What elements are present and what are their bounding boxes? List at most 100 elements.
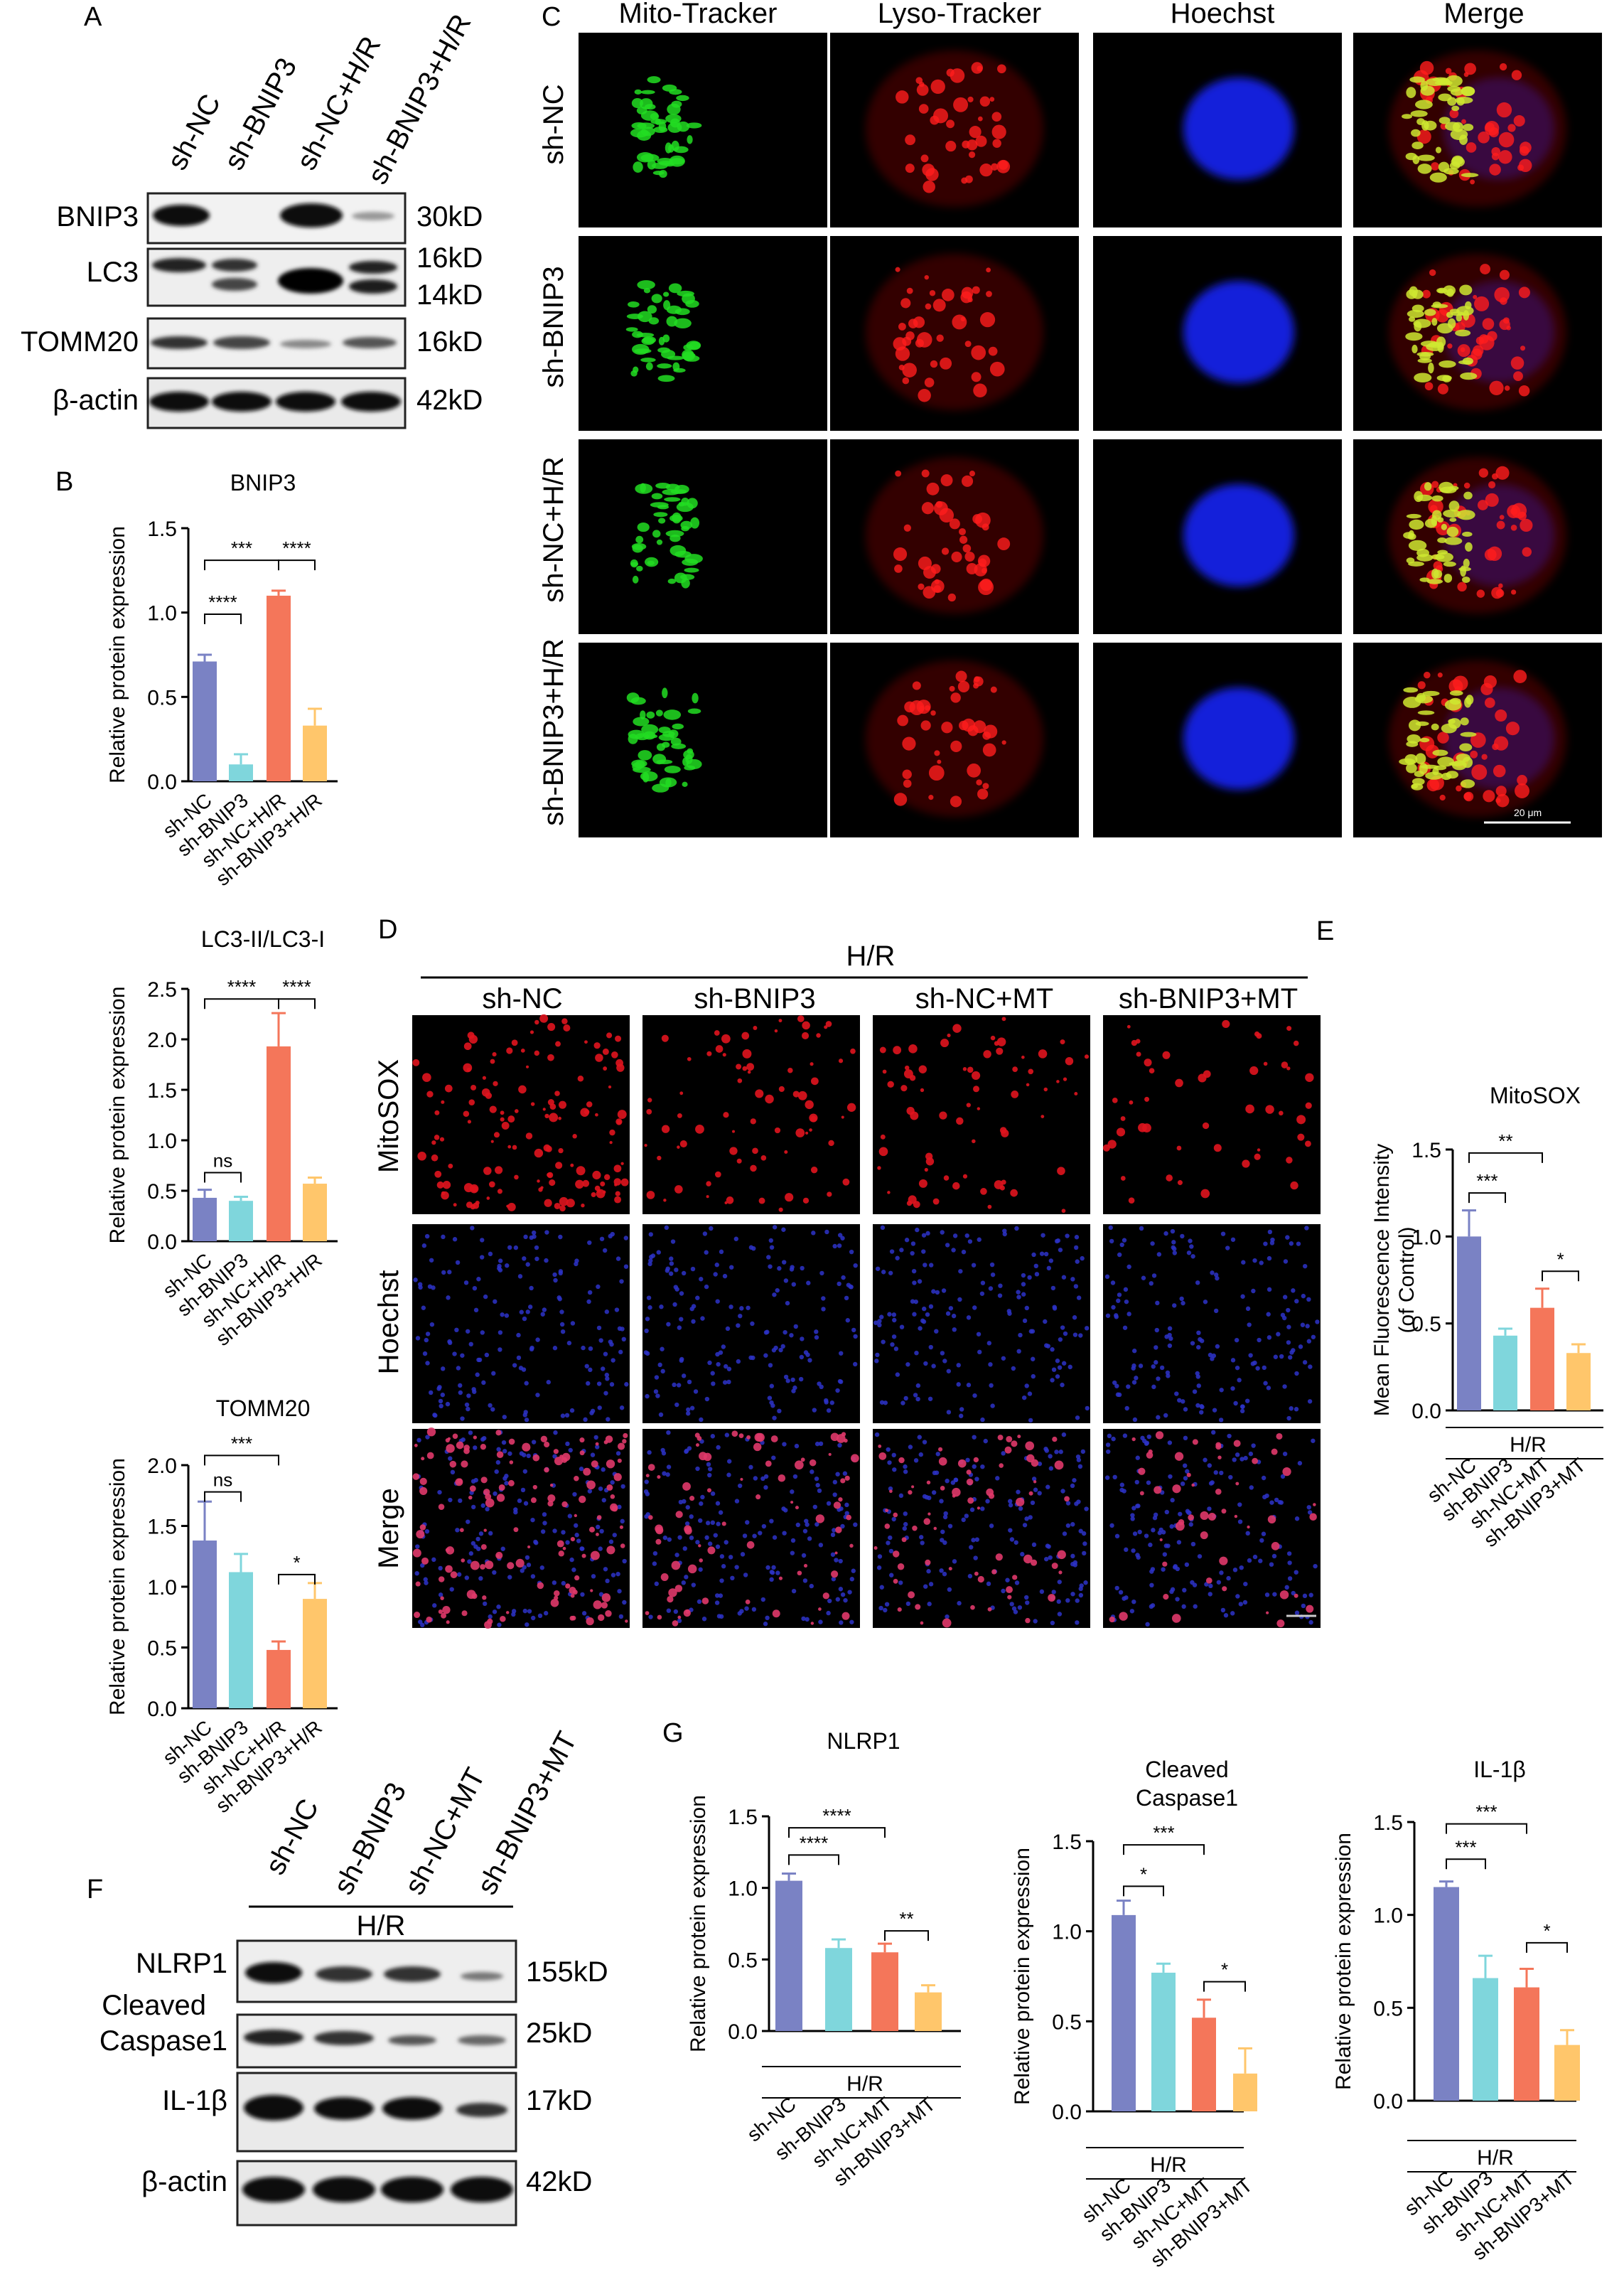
significance-bracket [204,614,242,625]
y-tick-label: 1.5 [147,1516,177,1539]
significance-bracket [204,998,279,1009]
significance-bracket [884,1930,929,1941]
significance-label: *** [1475,1801,1497,1823]
y-tick-label: 0.0 [147,1698,177,1721]
blot-a-lane-4: sh-BNIP3+H/R [362,9,478,189]
panel-c-row-2: sh-BNIP3 [538,266,569,387]
blot-f-band-nlrp1: NLRP1 [136,1948,227,1979]
bar-sh-NC+H/R [267,1046,291,1241]
y-tick-label: 1.0 [1052,1921,1082,1944]
chart-g2-title-2: Caspase1 [1136,1785,1238,1811]
y-tick-label: 0.0 [147,771,177,794]
group-label: H/R [846,2072,883,2096]
group-label: H/R [1510,1433,1547,1457]
blot-f-size-actin: 42kD [526,2166,592,2197]
confocal-image-r3-c4 [1353,439,1602,634]
significance-bracket [204,1454,279,1466]
mitosox-image-r1-c1 [412,1014,630,1214]
blot-f-band-actin: β-actin [141,2166,227,2197]
y-tick-label: 1.0 [728,1877,758,1901]
confocal-image-r1-c4 [1353,33,1602,227]
panel-d-group-label: H/R [846,941,896,972]
y-tick-label: 1.0 [147,1130,177,1153]
confocal-image-r2-c2 [830,236,1079,431]
significance-bracket [204,1491,242,1502]
group-label: H/R [1150,2153,1187,2177]
bar-sh-BNIP3+MT [1233,2073,1257,2111]
y-tick-label: 1.5 [147,1079,177,1103]
blot-a-size-lc3-16: 16kD [416,242,483,274]
y-tick-label: 0.5 [728,1949,758,1972]
confocal-image-r2-c3 [1093,236,1342,431]
significance-label: *** [1455,1836,1476,1858]
y-tick-label: 0.0 [1052,2101,1082,2124]
panel-d: D H/R sh-NC sh-BNIP3 sh-NC+MT sh-BNIP3+M… [373,915,1321,1629]
y-axis-label: Relative protein expression [1332,1833,1355,2090]
significance-bracket [204,559,279,571]
mitosox-image-r2-c3 [873,1224,1090,1423]
blot-a-size-bnip3: 30kD [416,201,483,232]
bar-sh-BNIP3+MT [1554,2045,1580,2101]
scale-bar-label: 20 μm [1514,807,1542,818]
significance-bracket [1203,1981,1246,1992]
panel-b-letter: B [55,467,73,497]
blot-f-lane-1: sh-NC [259,1794,325,1880]
blot-a-lane-labels: sh-NC sh-BNIP3 sh-NC+H/R sh-BNIP3+H/R [161,9,478,189]
chart-g1: NLRP1 0.0 0.5 1.0 1.5 Relative protein expres… [687,1728,961,2190]
panel-d-row-mitosox: MitoSOX [373,1059,404,1173]
blot-f-membranes [236,1939,517,2227]
significance-label: ns [213,1150,232,1171]
bar-sh-BNIP3 [1151,1972,1176,2111]
significance-label: * [1556,1248,1564,1270]
chart-b1-title: BNIP3 [230,470,296,495]
significance-label: *** [231,1432,252,1454]
significance-label: *** [1153,1822,1174,1843]
blot-a-lane-2: sh-BNIP3 [218,53,303,175]
significance-bracket [1123,1844,1205,1855]
y-tick-label: 1.0 [1373,1904,1403,1928]
blot-a-lane-1: sh-NC [161,89,227,175]
panel-d-col-3: sh-NC+MT [915,983,1053,1014]
significance-label: **** [822,1805,851,1826]
bar-sh-NC+H/R [267,1649,291,1708]
significance-bracket [788,1827,886,1838]
significance-label: **** [227,976,256,997]
y-tick-label: 0.5 [1052,2010,1082,2034]
blot-f-size-il1b: 17kD [526,2085,592,2116]
blot-a-band-tomm20: TOMM20 [21,326,139,358]
significance-label: **** [282,537,311,559]
panel-d-col-1: sh-NC [482,983,562,1014]
chart-g3: IL-1β 0.0 0.5 1.0 1.5 Relative protein expres… [1332,1757,1580,2264]
confocal-image-r4-c4 [1353,643,1602,837]
confocal-image-r2-c1 [579,236,827,431]
y-axis-label-2: (of Control) [1395,1226,1419,1333]
significance-label: ** [899,1908,913,1929]
bar-sh-BNIP3+H/R [303,725,327,781]
chart-b2: LC3-II/LC3-I 0.0 0.5 1.0 1.5 2.0 2.5 Relative p… [106,926,338,1350]
blot-f-group-label: H/R [357,1910,406,1941]
y-tick-label: 0.0 [147,1231,177,1254]
chart-e: MitoSOX 0.0 0.5 1.0 1.5 Mean Fluorescence Int… [1370,1083,1603,1551]
significance-label: **** [208,591,237,613]
mitosox-image-r2-c1 [412,1224,630,1423]
blot-f-band-caspase1: Caspase1 [100,2025,227,2057]
panel-c-row-1: sh-NC [538,84,569,164]
bar-sh-BNIP3+H/R [303,1599,327,1708]
significance-bracket [1526,1941,1568,1953]
significance-bracket [1542,1270,1579,1282]
bar-sh-NC+MT [1514,1987,1539,2101]
bar-sh-NC [1434,1887,1459,2101]
panel-e-letter: E [1316,916,1334,946]
panel-d-letter: D [378,915,397,945]
significance-bracket [1446,1858,1486,1870]
chart-b2-title: LC3-II/LC3-I [201,926,325,952]
bar-sh-BNIP3 [825,1948,852,2031]
bar-sh-BNIP3+MT [915,1992,942,2031]
mitosox-image-r2-c4 [1103,1224,1321,1423]
confocal-image-r3-c1 [579,439,827,634]
blot-a-size-tomm20: 16kD [416,326,483,358]
blot-a-band-bnip3: BNIP3 [56,201,139,232]
significance-label: * [1221,1959,1228,1981]
y-tick-label: 0.5 [147,1637,177,1661]
y-axis-label: Relative protein expression [106,987,129,1244]
